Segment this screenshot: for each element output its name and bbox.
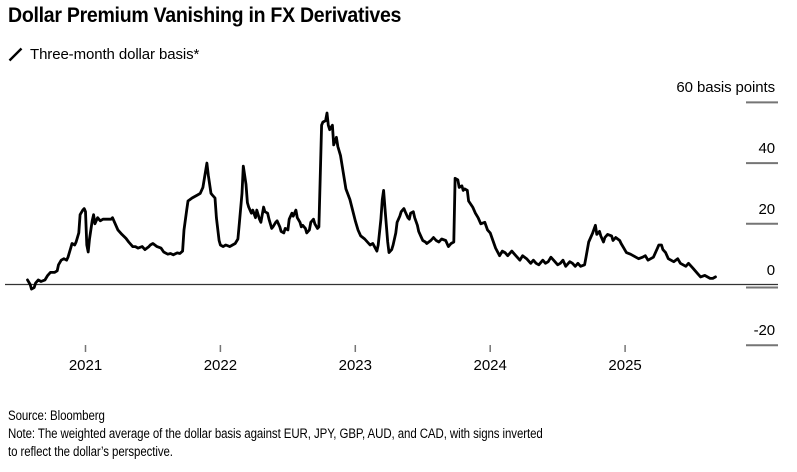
line-series-icon [8, 47, 23, 62]
chart-title: Dollar Premium Vanishing in FX Derivativ… [8, 4, 402, 27]
note-text-line2: to reflect the dollar’s perspective. [8, 444, 173, 459]
source-text: Source: Bloomberg [8, 408, 105, 423]
legend: Three-month dollar basis* [8, 46, 199, 63]
chart-plot-svg [5, 101, 778, 352]
note-text-line1: Note: The weighted average of the dollar… [8, 426, 543, 441]
legend-label: Three-month dollar basis* [30, 46, 200, 63]
footer: Source: Bloomberg Note: The weighted ave… [8, 407, 637, 461]
series-line-0 [26, 111, 717, 291]
